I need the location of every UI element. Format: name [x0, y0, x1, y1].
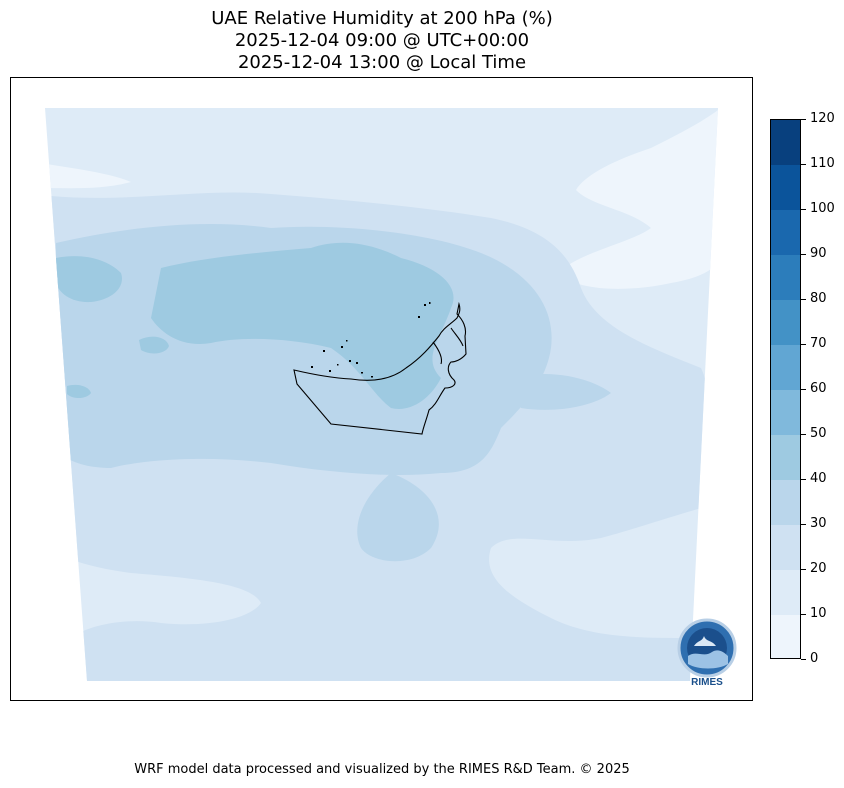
- colorbar-tick-label: 50: [810, 426, 827, 441]
- humidity-contour-map: [45, 108, 718, 681]
- colorbar-segment: [771, 570, 800, 615]
- colorbar-tick-label: 120: [810, 111, 835, 126]
- colorbar-tick: [801, 613, 806, 615]
- colorbar-tick: [801, 523, 806, 525]
- contour-band-0-10: [45, 163, 131, 189]
- map-subtitle-local: 2025-12-04 13:00 @ Local Time: [237, 52, 527, 73]
- footer-credit: WRF model data processed and visualized …: [134, 762, 630, 777]
- contour-band-40-50: [67, 384, 91, 399]
- colorbar-segment: [771, 615, 800, 658]
- contour-band-40-50: [139, 336, 169, 354]
- colorbar-tick: [801, 388, 806, 390]
- contour-band-30-40: [511, 373, 611, 410]
- colorbar-tick: [801, 478, 806, 480]
- colorbar-tick: [801, 298, 806, 300]
- colorbar-tick-label: 30: [810, 516, 827, 531]
- colorbar-tick-label: 0: [810, 651, 819, 666]
- colorbar-tick: [801, 658, 806, 660]
- colorbar-tick-label: 10: [810, 606, 827, 621]
- map-subtitle-utc: 2025-12-04 09:00 @ UTC+00:00: [234, 30, 530, 51]
- colorbar-tick: [801, 343, 806, 345]
- colorbar-tick: [801, 163, 806, 165]
- uae-islands: [311, 302, 431, 378]
- colorbar-tick-label: 110: [810, 156, 835, 171]
- colorbar-segment: [771, 390, 800, 435]
- colorbar-segment: [771, 255, 800, 300]
- colorbar-tick: [801, 118, 806, 120]
- map-panel[interactable]: [10, 77, 753, 701]
- colorbar-segment: [771, 210, 800, 255]
- colorbar-tick-label: 60: [810, 381, 827, 396]
- colorbar-segment: [771, 435, 800, 480]
- colorbar-tick-label: 80: [810, 291, 827, 306]
- colorbar-tick-label: 40: [810, 471, 827, 486]
- colorbar-segment: [771, 300, 800, 345]
- rimes-logo-icon: [677, 618, 737, 678]
- colorbar-tick-label: 20: [810, 561, 827, 576]
- colorbar-tick-label: 90: [810, 246, 827, 261]
- colorbar-tick: [801, 208, 806, 210]
- contour-band-0-10: [559, 110, 718, 289]
- colorbar-tick: [801, 568, 806, 570]
- rimes-logo: RIMES: [672, 616, 742, 690]
- colorbar-segment: [771, 345, 800, 390]
- colorbar-tick-label: 70: [810, 336, 827, 351]
- colorbar-segment: [771, 120, 800, 165]
- colorbar-segment: [771, 480, 800, 525]
- logo-label: RIMES: [691, 677, 723, 688]
- colorbar-tick-label: 100: [810, 201, 835, 216]
- map-title: UAE Relative Humidity at 200 hPa (%): [211, 8, 553, 29]
- contour-band-40-50: [151, 242, 454, 409]
- colorbar-tick: [801, 253, 806, 255]
- colorbar-tick: [801, 433, 806, 435]
- colorbar-segment: [771, 525, 800, 570]
- colorbar: [770, 119, 801, 659]
- contour-band-30-40: [357, 473, 439, 562]
- colorbar-segment: [771, 165, 800, 210]
- uae-boundary-outline: [293, 301, 467, 435]
- contour-band-40-50: [56, 256, 122, 303]
